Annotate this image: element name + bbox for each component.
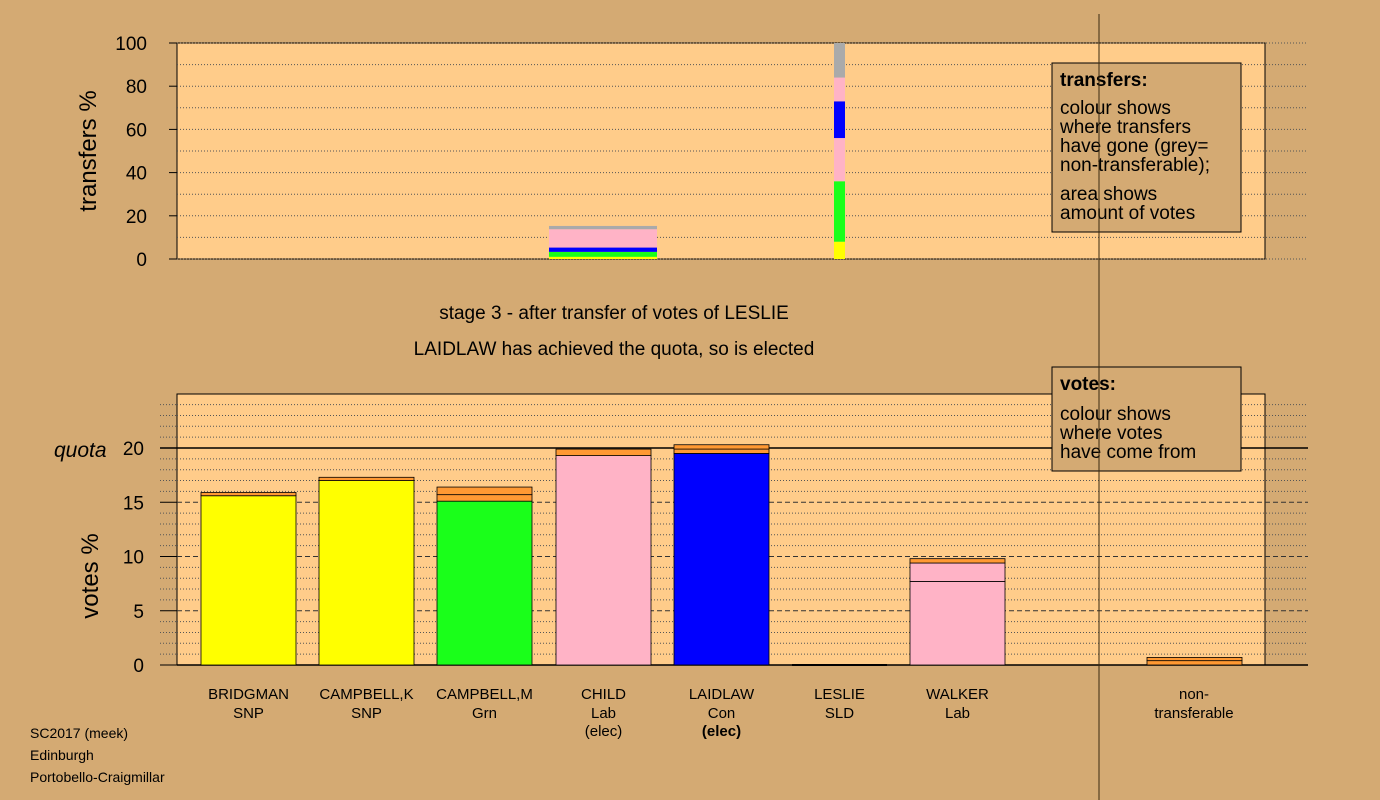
vote-segment <box>200 492 297 497</box>
y-tick-label: 10 <box>123 548 144 569</box>
vote-segment <box>673 448 770 454</box>
transfer-segment <box>834 241 845 259</box>
y-tick-label: 5 <box>133 602 144 623</box>
footer-council: Edinburgh <box>30 747 94 763</box>
transfers-legend-line: amount of votes <box>1060 203 1195 224</box>
y-tick-label: 100 <box>115 34 147 55</box>
transfer-segment <box>549 256 657 259</box>
quota-label: quota <box>54 439 107 462</box>
vote-segment <box>436 500 533 666</box>
candidate-party: Grn <box>472 705 497 722</box>
transfers-legend-line: non-transferable); <box>1060 155 1210 176</box>
votes-legend-title: votes: <box>1060 374 1116 395</box>
vote-segment <box>673 453 770 666</box>
candidate-party: Con <box>708 705 736 722</box>
vote-segment <box>555 448 652 456</box>
transfers-panel: 0 20 40 60 80 100 transfers % transfers: colo… <box>75 34 1308 271</box>
vote-segment <box>318 480 415 666</box>
transfers-legend-box <box>1051 62 1242 233</box>
votes-legend-line: have come from <box>1060 442 1196 463</box>
vote-segment <box>673 444 770 450</box>
votes-panel: 0 5 10 15 20 votes % quota BRIDGMAN SNP CAMPBE… <box>54 366 1308 740</box>
vote-segment <box>909 562 1006 582</box>
candidate-party: SLD <box>825 705 854 722</box>
vote-segment <box>909 581 1006 666</box>
candidate-status: (elec) <box>585 723 623 740</box>
transfers-legend-title: transfers: <box>1060 70 1148 91</box>
vote-segment <box>436 494 533 502</box>
votes-legend-line: where votes <box>1059 423 1162 444</box>
footer-ward: Portobello-Craigmillar <box>30 769 165 785</box>
transfers-legend-line: where transfers <box>1059 117 1191 138</box>
transfer-segment <box>834 43 845 78</box>
nontransferable-label: transferable <box>1154 705 1233 722</box>
candidate-party: Lab <box>945 705 970 722</box>
candidate-party: SNP <box>351 705 382 722</box>
vote-bars <box>200 444 1243 666</box>
y-tick-label: 60 <box>126 120 147 141</box>
transfers-legend-line: area shows <box>1060 184 1157 205</box>
vote-segment <box>436 486 533 496</box>
votes-legend-line: colour shows <box>1060 404 1171 425</box>
votes-legend-box <box>1051 366 1242 472</box>
y-tick-label: 15 <box>123 493 144 514</box>
transfer-segment <box>834 101 845 139</box>
transfers-y-ticks: 0 20 40 60 80 100 <box>115 34 177 271</box>
candidate-name: BRIDGMAN <box>208 686 289 703</box>
y-tick-label: 80 <box>126 77 147 98</box>
y-tick-label: 20 <box>126 207 147 228</box>
votes-y-axis-label: votes % <box>77 533 104 618</box>
y-tick-label: 20 <box>123 439 144 460</box>
candidate-labels: BRIDGMAN SNP CAMPBELL,K SNP CAMPBELL,M Grn CHI… <box>208 686 1234 740</box>
footer-election: SC2017 (meek) <box>30 725 129 741</box>
y-tick-label: 40 <box>126 164 147 185</box>
transfers-y-axis-label: transfers % <box>75 90 102 211</box>
transfers-legend: transfers: colour shows where transfers … <box>1051 62 1242 233</box>
footer: SC2017 (meek) Edinburgh Portobello-Craig… <box>30 722 165 788</box>
nontransferable-segment <box>1146 657 1243 662</box>
nontransferable-segment <box>1146 660 1243 666</box>
vote-segment <box>200 495 297 666</box>
y-tick-label: 0 <box>136 250 147 271</box>
candidate-party: Lab <box>591 705 616 722</box>
transfer-segment <box>549 247 657 252</box>
candidate-name: CAMPBELL,K <box>319 686 413 703</box>
candidate-name: CAMPBELL,M <box>436 686 533 703</box>
transfer-segment <box>834 138 845 182</box>
candidate-party: SNP <box>233 705 264 722</box>
transfer-segment <box>834 181 845 242</box>
votes-legend: votes: colour shows where votes have com… <box>1051 366 1242 472</box>
y-tick-label: 0 <box>133 656 144 677</box>
candidate-name: LAIDLAW <box>689 686 755 703</box>
transfer-segment <box>549 229 657 248</box>
vote-segment <box>909 558 1006 564</box>
transfer-segment <box>549 225 657 230</box>
transfer-segment <box>549 251 657 257</box>
stage-note: LAIDLAW has achieved the quota, so is el… <box>414 339 815 360</box>
nontransferable-label: non- <box>1179 686 1209 703</box>
votes-y-ticks: 0 5 10 15 20 <box>123 404 177 677</box>
vote-segment <box>318 476 415 481</box>
candidate-name: CHILD <box>581 686 626 703</box>
transfers-legend-line: colour shows <box>1060 98 1171 119</box>
transfer-segment <box>834 77 845 102</box>
candidate-name: LESLIE <box>814 686 865 703</box>
candidate-status: (elec) <box>702 723 741 740</box>
transfers-legend-line: have gone (grey= <box>1060 136 1208 157</box>
candidate-name: WALKER <box>926 686 989 703</box>
transfer-bars <box>549 43 845 259</box>
vote-segment <box>555 455 652 666</box>
stage-title: stage 3 - after transfer of votes of LES… <box>439 303 789 324</box>
